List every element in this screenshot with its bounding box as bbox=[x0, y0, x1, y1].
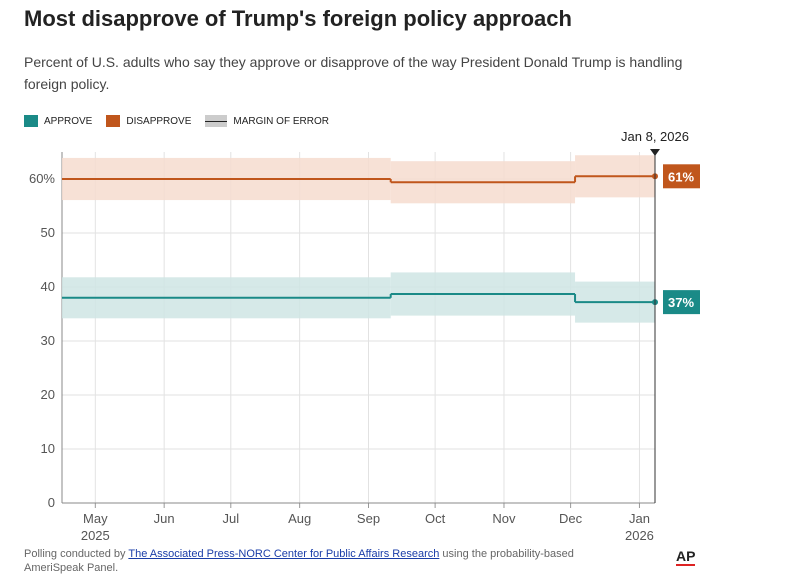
x-tick-year: 2026 bbox=[625, 528, 654, 543]
footer-text: using the probability-based AmeriSpeak P… bbox=[24, 548, 574, 574]
legend-label: MARGIN OF ERROR bbox=[233, 115, 329, 127]
x-tick-label: Jul bbox=[222, 511, 239, 526]
value-label: 37% bbox=[668, 295, 694, 310]
legend-label: APPROVE bbox=[44, 115, 93, 127]
footer: Polling conducted by The Associated Pres… bbox=[24, 547, 624, 575]
y-tick-label: 0 bbox=[48, 495, 55, 510]
y-tick-label: 30 bbox=[41, 333, 55, 348]
legend-item: APPROVE bbox=[24, 115, 92, 127]
x-tick-label: Dec bbox=[559, 511, 583, 526]
x-tick-label: Sep bbox=[357, 511, 380, 526]
x-tick-label: Jan bbox=[629, 511, 650, 526]
legend-item: DISAPPROVE bbox=[106, 115, 191, 127]
legend-swatch bbox=[106, 115, 121, 127]
value-label: 61% bbox=[668, 169, 694, 184]
x-tick-label: May bbox=[83, 511, 108, 526]
x-tick-label: Oct bbox=[425, 511, 446, 526]
annotation-marker bbox=[650, 149, 660, 156]
value-label-box bbox=[663, 290, 700, 315]
y-tick-label: 60% bbox=[29, 171, 55, 186]
annotation: Jan 8, 2026 bbox=[621, 129, 689, 144]
legend: APPROVE DISAPPROVE MARGIN OF ERROR bbox=[24, 115, 329, 127]
legend-label: DISAPPROVE bbox=[126, 115, 192, 127]
x-tick-label: Jun bbox=[154, 511, 175, 526]
x-tick-year: 2025 bbox=[81, 528, 110, 543]
logo: AP bbox=[676, 548, 696, 566]
value-label-box bbox=[663, 164, 700, 189]
y-tick-label: 10 bbox=[41, 441, 55, 456]
y-tick-label: 40 bbox=[41, 279, 55, 294]
legend-swatch bbox=[205, 115, 228, 127]
legend-item: MARGIN OF ERROR bbox=[205, 115, 329, 127]
chart-title: Most disapprove of Trump's foreign polic… bbox=[24, 6, 572, 31]
x-tick-label: Aug bbox=[288, 511, 311, 526]
y-tick-label: 50 bbox=[41, 225, 55, 240]
source-link[interactable]: The Associated Press-NORC Center for Pub… bbox=[128, 548, 440, 560]
y-tick-label: 20 bbox=[41, 387, 55, 402]
x-tick-label: Nov bbox=[492, 511, 516, 526]
footer-text: Polling conducted by bbox=[24, 548, 126, 560]
chart-subtitle: Percent of U.S. adults who say they appr… bbox=[24, 54, 683, 92]
legend-swatch bbox=[24, 115, 38, 127]
